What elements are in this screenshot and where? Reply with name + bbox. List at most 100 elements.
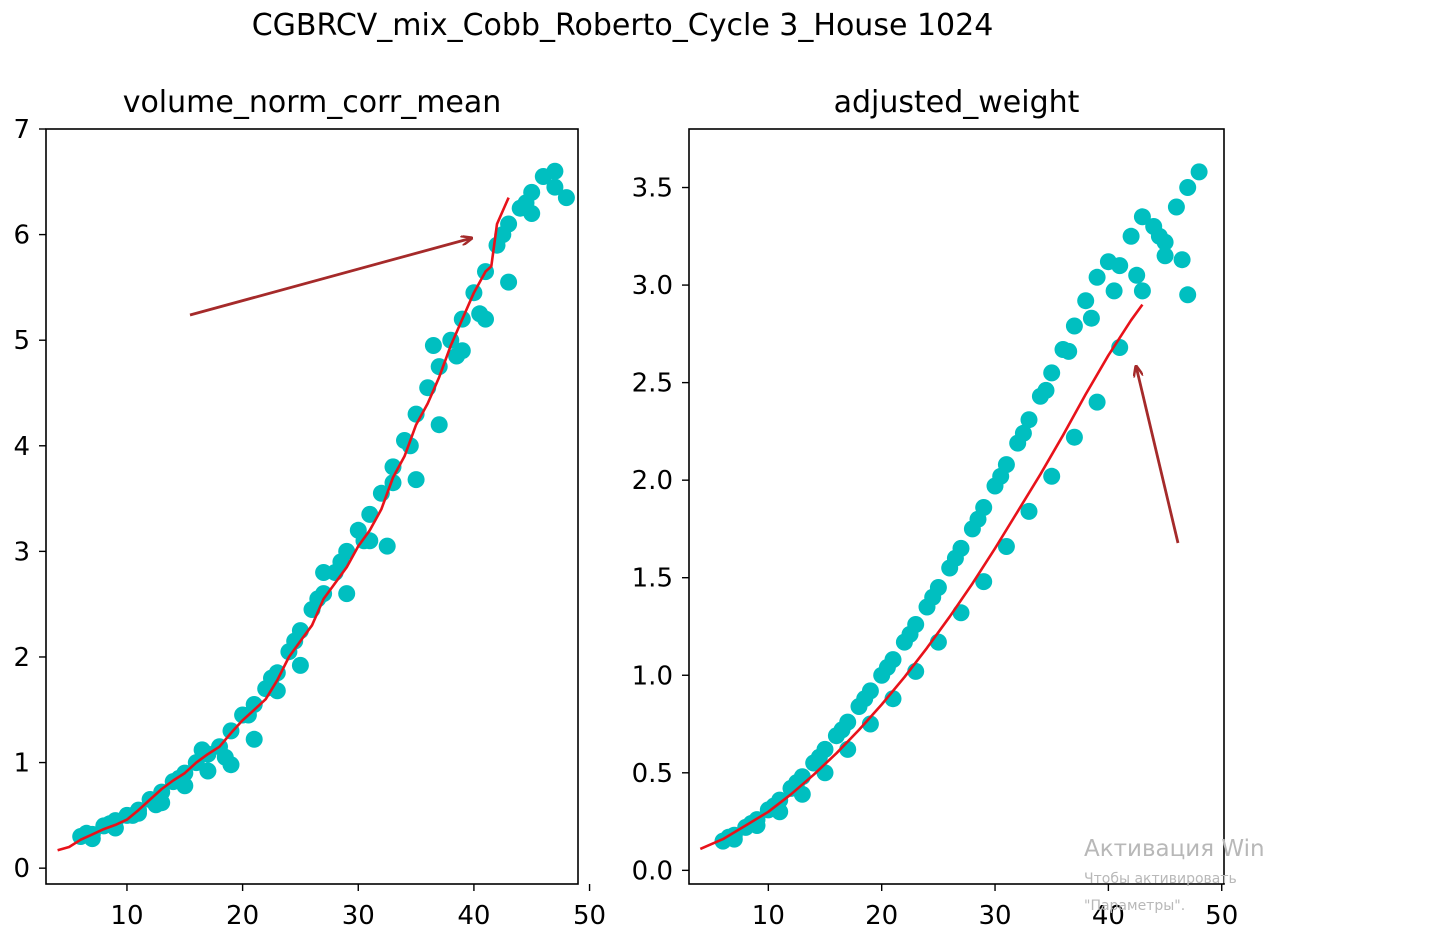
x-tick-label: 50 [573, 901, 606, 931]
scatter-point [1179, 286, 1197, 304]
scatter-point [946, 549, 964, 567]
scatter-point [130, 804, 147, 822]
y-tick-label: 0.5 [632, 759, 673, 789]
scatter-point [1043, 467, 1061, 485]
watermark-line-3: "Параметры". [1084, 898, 1186, 914]
scatter-point [1133, 208, 1151, 226]
scatter-point [245, 730, 263, 748]
scatter-point [1133, 282, 1151, 300]
watermark-line-1: Активация Win [1084, 836, 1265, 862]
scatter-point [430, 416, 448, 434]
y-tick-label: 3.0 [632, 271, 673, 301]
scatter-point [1020, 411, 1038, 429]
scatter-point [861, 715, 879, 733]
scatter-point [176, 777, 194, 795]
axes-frame [688, 128, 1225, 885]
scatter-point [1088, 393, 1106, 411]
scatter-point [332, 553, 350, 571]
scatter-point [453, 342, 471, 360]
scatter-point [494, 226, 512, 244]
scatter-point [1156, 247, 1174, 265]
x-tick-label: 40 [457, 901, 490, 931]
y-tick-label: 2.5 [632, 369, 673, 399]
scatter-point [193, 741, 211, 759]
scatter-point [856, 690, 874, 708]
trend-line [699, 303, 1144, 851]
y-tick-label: 3 [13, 537, 30, 567]
scatter-point [1150, 227, 1168, 245]
scatter-point [1122, 227, 1140, 245]
y-tick-label: 1 [13, 749, 30, 779]
x-tick-label: 10 [110, 901, 143, 931]
scatter-point [1088, 268, 1106, 286]
y-tick-label: 2 [13, 643, 30, 673]
scatter-point [500, 273, 518, 291]
y-tick-label: 1.5 [632, 564, 673, 594]
scatter-point [901, 625, 919, 643]
scatter-point [1020, 502, 1038, 520]
scatter-point [1082, 309, 1100, 327]
scatter-point [83, 830, 101, 848]
scatter-point [222, 756, 240, 774]
scatter-point [1060, 342, 1078, 360]
right-annotation-arrow [1136, 366, 1180, 544]
x-tick-label: 40 [1092, 901, 1125, 931]
annotation-arrows [189, 238, 1180, 544]
right-subplot: adjusted_weight 10 20 30 40 50 0.0 0.5 1.0 1.5 2.0… [632, 85, 1239, 931]
scatter-point [1077, 292, 1095, 310]
scatter-point [315, 564, 333, 581]
watermark-line-2: Чтобы активировать [1084, 871, 1237, 887]
scatter-point [1173, 251, 1191, 269]
x-tick-label: 20 [226, 901, 259, 931]
scatter-point [546, 162, 564, 180]
y-tick-label: 6 [13, 221, 30, 251]
scatter-point [153, 794, 171, 812]
windows-activation-watermark: Активация Win Чтобы активировать "Параме… [1084, 836, 1265, 916]
y-tick-label: 0.0 [632, 856, 673, 886]
scatter-point [833, 721, 851, 739]
left-annotation-arrow [189, 238, 472, 317]
scatter-point [523, 205, 541, 222]
x-tick-label: 10 [752, 901, 785, 931]
trend-line [57, 197, 510, 852]
scatter-point [338, 585, 356, 603]
x-tick-label: 50 [1205, 901, 1238, 931]
x-tick-label: 30 [978, 901, 1011, 931]
subplot-title: adjusted_weight [834, 85, 1080, 120]
scatter-point [407, 471, 425, 489]
scatter-point [878, 658, 896, 676]
left-subplot: volume_norm_corr_mean 10 20 30 40 50 0 1 2 3 4 5 6 7 [13, 85, 606, 931]
y-tick-label: 1.0 [632, 661, 673, 691]
x-tick-label: 30 [342, 901, 375, 931]
scatter-point [1190, 163, 1208, 181]
y-tick-label: 3.5 [632, 174, 673, 204]
scatter-point [975, 573, 993, 591]
scatter-point [361, 505, 379, 523]
figure-title: CGBRCV_mix_Cobb_Roberto_Cycle 3_House 10… [251, 8, 994, 43]
scatter-point [378, 537, 396, 555]
scatter-point [199, 762, 217, 780]
scatter-point [1014, 424, 1032, 442]
y-tick-label: 4 [13, 432, 30, 462]
y-tick-label: 2.0 [632, 466, 673, 496]
scatter-point [793, 785, 811, 803]
y-tick-label: 7 [13, 115, 30, 145]
scatter-point [291, 656, 309, 674]
scatter-point [557, 189, 575, 207]
y-tick-label: 0 [13, 854, 30, 884]
scatter-point [997, 538, 1015, 555]
scatter-point [969, 510, 987, 528]
y-tick-label: 5 [13, 326, 30, 356]
axes-frame [45, 128, 579, 885]
scatter-point [1167, 198, 1185, 216]
scatter-point [424, 337, 442, 354]
scatter-point [1105, 282, 1123, 300]
scatter-point [1128, 266, 1146, 284]
scatter-point [1043, 364, 1061, 382]
scatter-point [1037, 381, 1055, 399]
scatter-point [924, 588, 942, 606]
scatter-point [361, 532, 379, 550]
scatter-point [992, 467, 1010, 485]
scatter-point [816, 764, 834, 782]
